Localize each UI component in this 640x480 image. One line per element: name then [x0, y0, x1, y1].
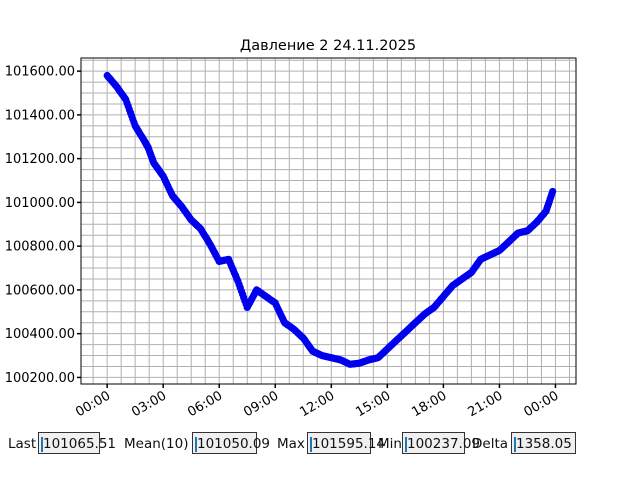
- y-tick-label: 101000.00: [5, 196, 75, 211]
- x-tick-label: 12:00: [297, 388, 337, 420]
- chart-title: Давление 2 24.11.2025: [240, 38, 416, 54]
- data-points: [103, 71, 557, 368]
- x-tick-label: 03:00: [129, 388, 169, 420]
- x-tick-label: 18:00: [409, 388, 449, 420]
- last-label: Last: [8, 436, 37, 452]
- mean-value: 101050.09: [197, 436, 271, 452]
- min-label: Min: [378, 436, 402, 452]
- min-field[interactable]: 100237.09: [402, 432, 480, 454]
- y-tick-label: 101400.00: [5, 108, 75, 123]
- x-tick-label: 00:00: [73, 388, 113, 420]
- delta-value: 1358.05: [516, 436, 572, 452]
- mean-label: Mean(10): [124, 436, 189, 452]
- stats-bar: Last 101065.51 Mean(10) 101050.09 Max 10…: [0, 432, 640, 456]
- y-tick-label: 100800.00: [5, 240, 75, 255]
- x-tick-label: 09:00: [241, 388, 281, 420]
- x-tick-label: 21:00: [465, 388, 505, 420]
- last-field[interactable]: 101065.51: [38, 432, 116, 454]
- y-tick-label: 100600.00: [5, 283, 75, 298]
- plot-frame: [80, 57, 577, 385]
- min-value: 100237.09: [407, 436, 481, 452]
- y-tick-label: 100200.00: [5, 371, 75, 386]
- mean-field[interactable]: 101050.09: [192, 432, 270, 454]
- y-tick-label: 101200.00: [5, 152, 75, 167]
- max-value: 101595.14: [312, 436, 386, 452]
- y-tick-label: 100400.00: [5, 327, 75, 342]
- x-tick-label: 15:00: [353, 388, 393, 420]
- grid: [81, 58, 576, 384]
- delta-label: Delta: [472, 436, 509, 452]
- data-point: [549, 187, 557, 196]
- x-tick-label: 00:00: [522, 388, 562, 420]
- max-field[interactable]: 101595.14: [307, 432, 385, 454]
- max-label: Max: [277, 436, 305, 452]
- delta-field[interactable]: 1358.05: [511, 432, 576, 454]
- pressure-chart: Давление 2 24.11.2025 100200.00 100400.00…: [5, 38, 577, 420]
- last-value: 101065.51: [43, 436, 117, 452]
- y-tick-label: 101600.00: [5, 65, 75, 80]
- x-tick-label: 06:00: [185, 388, 225, 420]
